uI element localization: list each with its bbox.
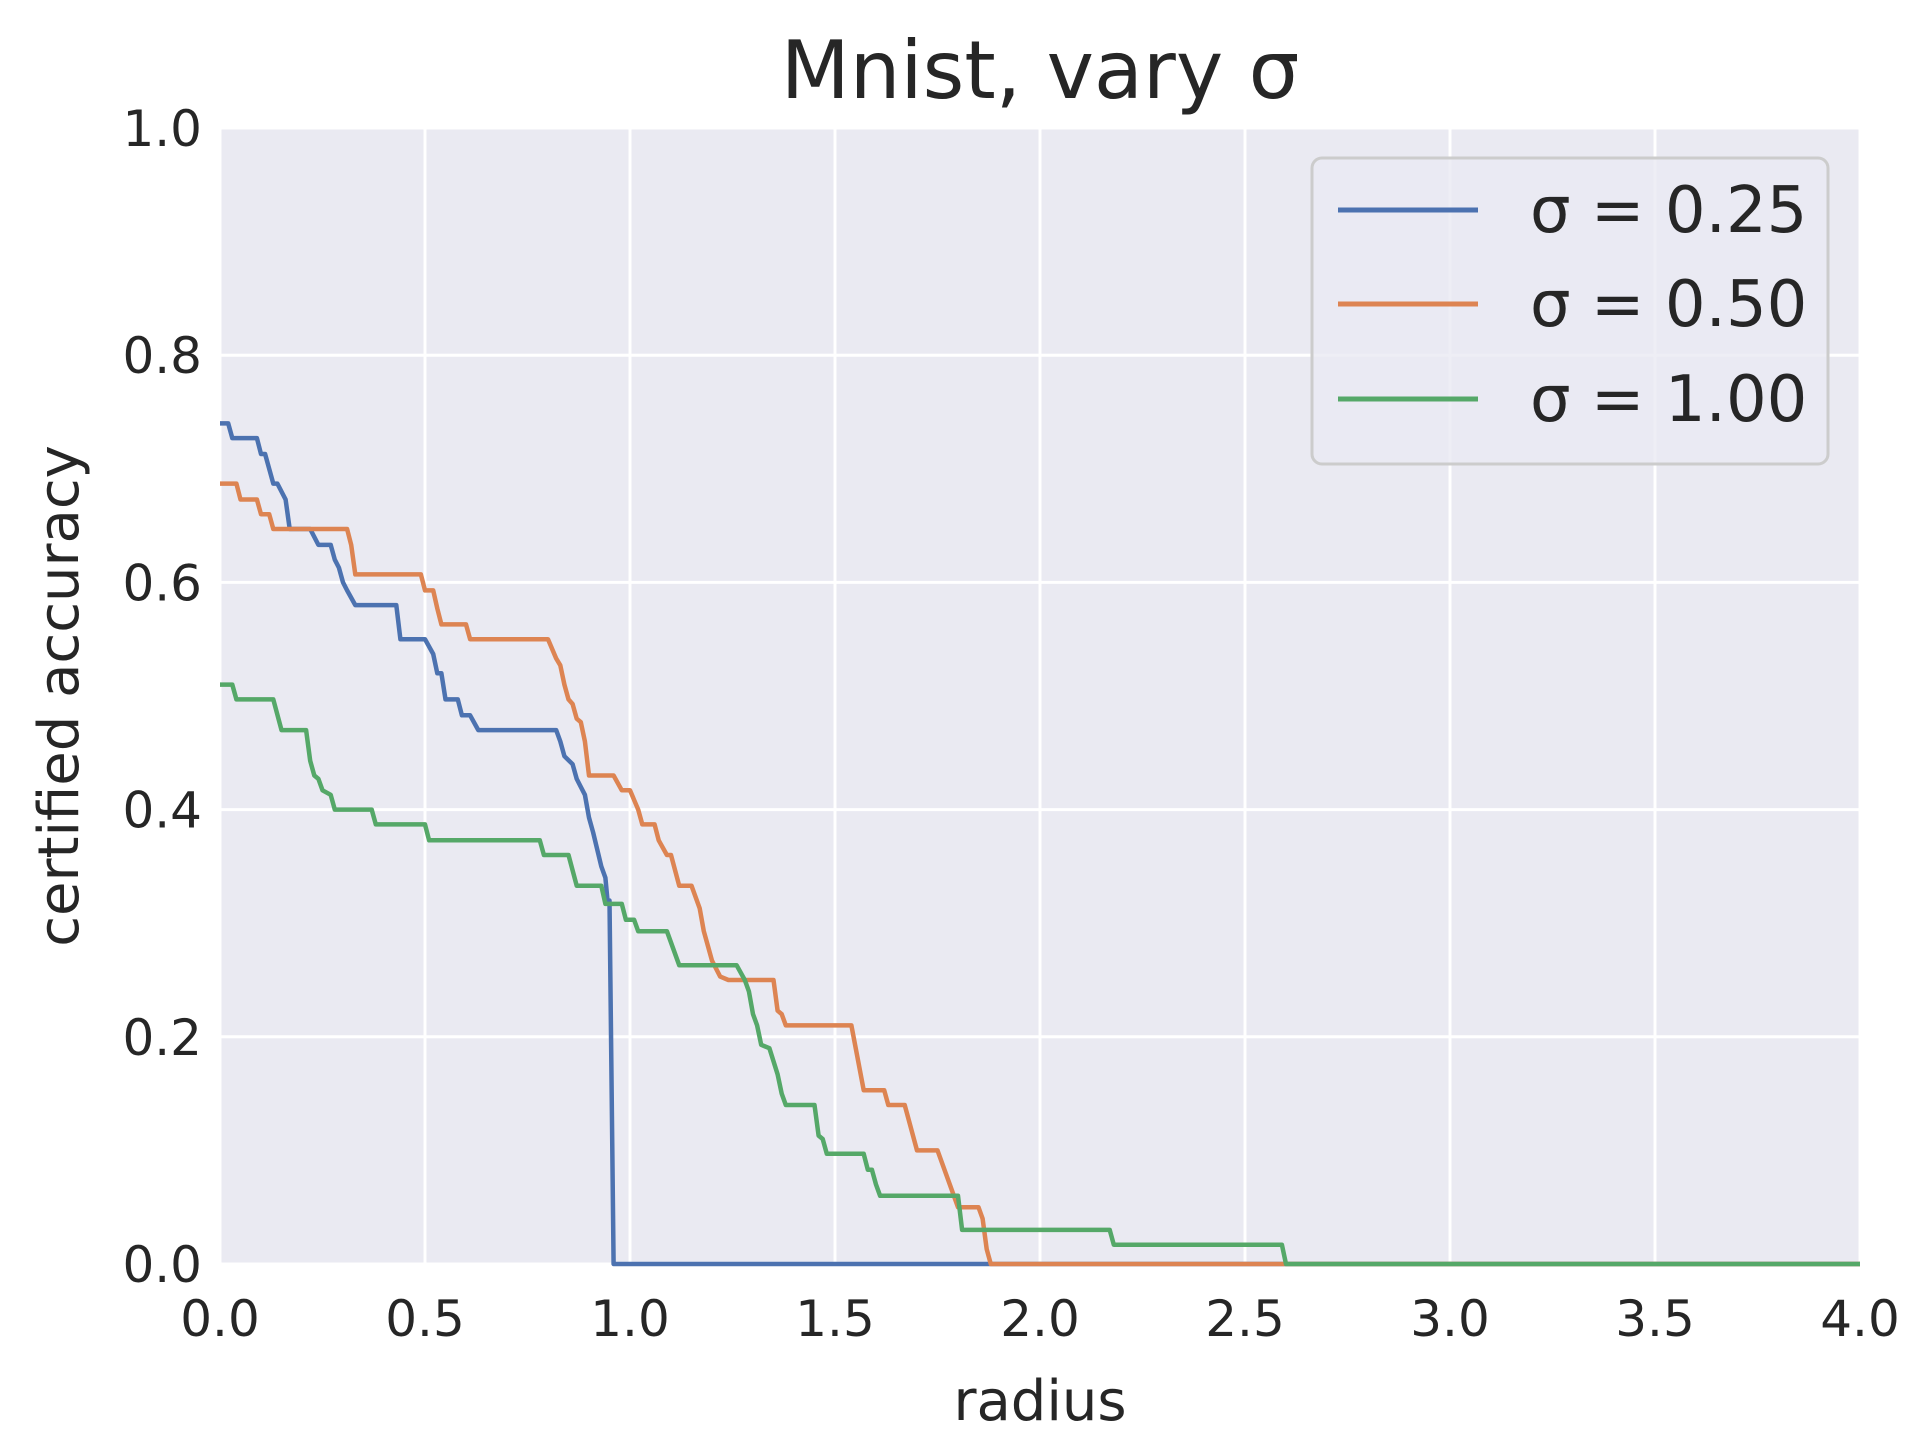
series-lines <box>220 421 1860 1267</box>
x-tick-label: 1.5 <box>795 1290 875 1348</box>
legend-label-1: σ = 0.50 <box>1530 268 1807 342</box>
x-axis-label: radius <box>953 1369 1126 1434</box>
y-tick-label: 0.0 <box>122 1236 202 1294</box>
series-line-2 <box>220 682 1860 1267</box>
series-line-1 <box>220 481 1860 1267</box>
y-tick-label: 0.2 <box>122 1009 202 1067</box>
legend-label-0: σ = 0.25 <box>1530 174 1807 248</box>
x-tick-label: 3.0 <box>1410 1290 1490 1348</box>
x-tick-label: 4.0 <box>1820 1290 1900 1348</box>
chart-title: Mnist, vary σ <box>781 24 1300 117</box>
y-tick-label: 0.6 <box>122 554 202 612</box>
x-tick-label: 2.0 <box>1000 1290 1080 1348</box>
legend-label-2: σ = 1.00 <box>1530 363 1807 437</box>
y-axis-label: certified accuracy <box>27 445 92 947</box>
y-tick-label: 0.8 <box>122 327 202 385</box>
y-tick-labels: 0.0 0.2 0.4 0.6 0.8 1.0 <box>122 100 202 1294</box>
x-tick-label: 0.5 <box>385 1290 465 1348</box>
series-line-0 <box>220 421 1860 1267</box>
legend-box <box>1310 156 1830 466</box>
legend: σ = 0.25 σ = 0.50 σ = 1.00 <box>1310 156 1830 466</box>
x-tick-label: 1.0 <box>590 1290 670 1348</box>
x-tick-label: 2.5 <box>1205 1290 1285 1348</box>
y-tick-label: 1.0 <box>122 100 202 158</box>
y-tick-label: 0.4 <box>122 782 202 840</box>
x-tick-labels: 0.0 0.5 1.0 1.5 2.0 2.5 3.0 3.5 4.0 <box>180 1290 1900 1348</box>
x-tick-label: 0.0 <box>180 1290 260 1348</box>
x-tick-label: 3.5 <box>1615 1290 1695 1348</box>
